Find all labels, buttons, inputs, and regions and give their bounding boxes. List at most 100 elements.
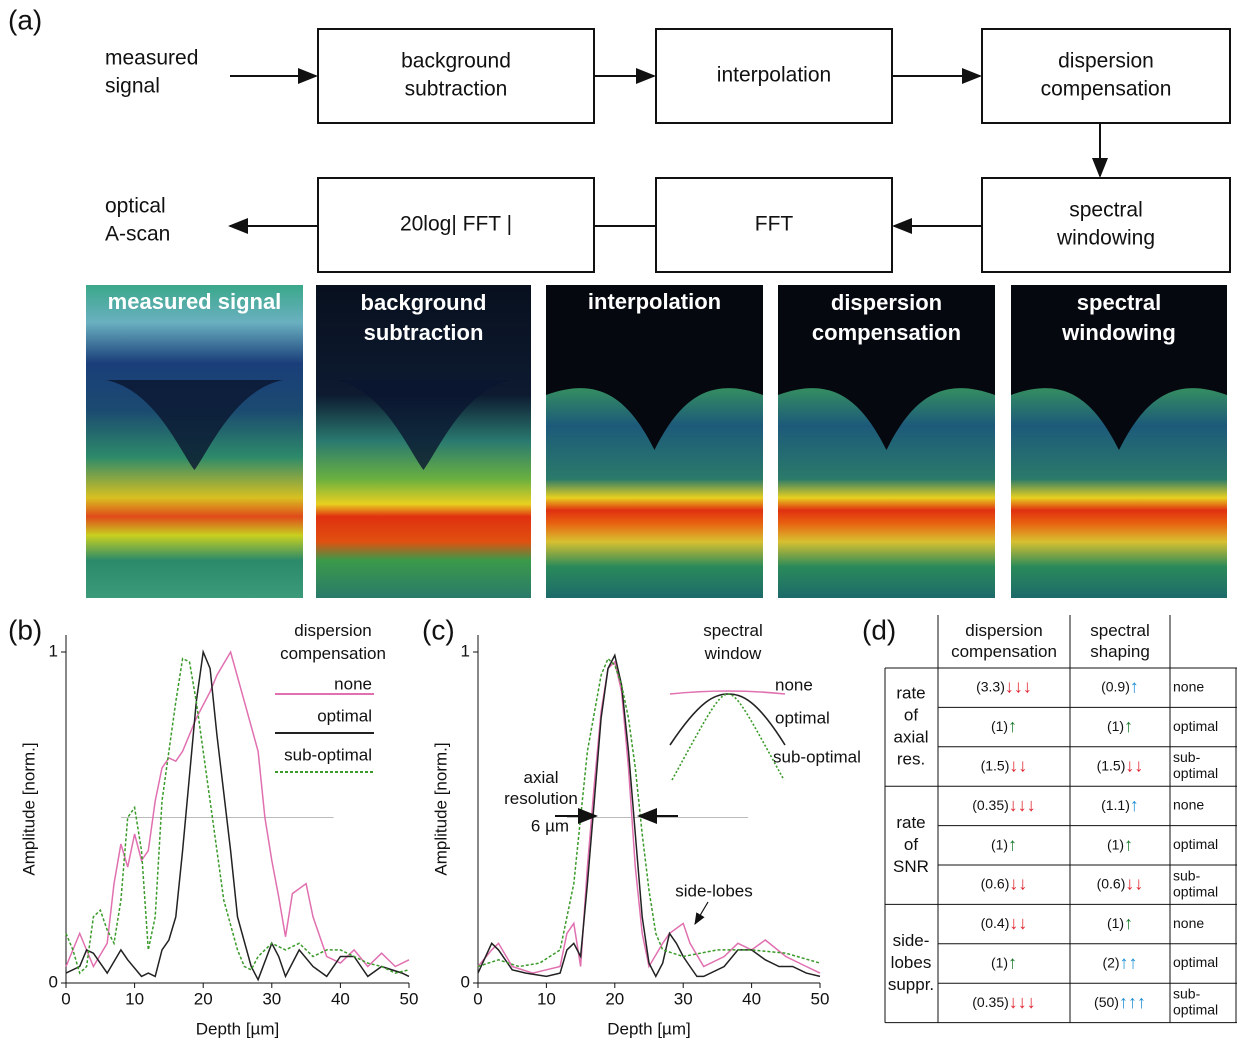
x-tick-label: 0 xyxy=(473,989,482,1008)
flow-label: background xyxy=(401,50,511,73)
panel-label: (a) xyxy=(8,4,42,35)
oct-label: background xyxy=(361,290,487,315)
table-cell: (0.9)↑ xyxy=(1101,676,1139,696)
cell-arrows: ↓↓ xyxy=(1125,755,1143,775)
y-tick-label: 0 xyxy=(49,972,58,991)
cell-value: (1.5) xyxy=(981,757,1010,773)
flow-box xyxy=(655,177,893,273)
oct-dark-v xyxy=(106,380,283,470)
annotation: side-lobes xyxy=(675,881,753,900)
x-tick-label: 10 xyxy=(125,989,144,1008)
row-label: none xyxy=(1173,915,1204,931)
table-cell: (0.4)↓↓ xyxy=(981,913,1028,933)
oct-image xyxy=(316,285,531,598)
flow-label: subtraction xyxy=(405,78,508,101)
y-tick-label: 1 xyxy=(49,641,58,660)
cell-value: (50) xyxy=(1094,994,1119,1010)
y-tick-label: 1 xyxy=(461,641,470,660)
panel-label: (d) xyxy=(862,614,896,645)
cell-value: (1) xyxy=(991,718,1008,734)
group-label: res. xyxy=(897,750,925,769)
legend-title: spectral xyxy=(703,621,763,640)
table-cell: (50)↑↑↑ xyxy=(1094,992,1146,1012)
x-tick-label: 20 xyxy=(194,989,213,1008)
cell-value: (1) xyxy=(991,954,1008,970)
oct-label: spectral xyxy=(1077,290,1161,315)
oct-image xyxy=(778,285,995,598)
row-label: none xyxy=(1173,678,1204,694)
flow-label: signal xyxy=(105,75,160,98)
x-axis-label: Depth [µm] xyxy=(607,1019,691,1038)
y-axis-label: Amplitude [norm.] xyxy=(431,742,450,875)
annotation: axial xyxy=(524,768,559,787)
flow-label: FFT xyxy=(755,213,794,236)
panel-label: (b) xyxy=(8,614,42,645)
table-cell: (1)↑ xyxy=(991,834,1017,854)
cell-value: (1) xyxy=(1107,836,1124,852)
oct-dark-v xyxy=(336,380,511,470)
legend-label: none xyxy=(334,674,372,693)
cell-arrows: ↓↓ xyxy=(1125,873,1143,893)
group-label: side- xyxy=(893,931,930,950)
group-label: rate xyxy=(896,813,925,832)
table-cell: (1.5)↓↓ xyxy=(1097,755,1144,775)
table-cell: (0.35)↓↓↓ xyxy=(972,795,1036,815)
table-cell: (1.1)↑ xyxy=(1101,795,1139,815)
oct-label: interpolation xyxy=(588,289,721,314)
cell-arrows: ↑ xyxy=(1124,716,1133,736)
flow-label: spectral xyxy=(1069,199,1143,222)
cell-value: (1.5) xyxy=(1097,757,1126,773)
row-label: optimal xyxy=(1173,954,1218,970)
legend-title: dispersion xyxy=(294,621,372,640)
cell-arrows: ↓↓ xyxy=(1009,913,1027,933)
oct-label: dispersion xyxy=(831,290,942,315)
legend-label: sub-optimal xyxy=(284,745,372,764)
row-label: sub- xyxy=(1173,749,1201,765)
flow-label: A-scan xyxy=(105,223,170,246)
oct-dome xyxy=(778,285,995,450)
cell-value: (1) xyxy=(991,836,1008,852)
annotation: resolution xyxy=(504,789,578,808)
flow-box xyxy=(317,177,595,273)
series-line xyxy=(65,650,410,969)
cell-value: (0.35) xyxy=(972,797,1009,813)
x-tick-label: 0 xyxy=(61,989,70,1008)
cell-arrows: ↓↓↓ xyxy=(1009,992,1036,1012)
cell-arrows: ↑ xyxy=(1008,716,1017,736)
x-tick-label: 50 xyxy=(400,989,419,1008)
row-label: optimal xyxy=(1173,883,1218,899)
group-label: suppr. xyxy=(888,975,934,994)
flow-label: compensation xyxy=(1041,78,1172,101)
flow-label: dispersion xyxy=(1058,50,1154,73)
cell-arrows: ↑ xyxy=(1130,795,1139,815)
cell-value: (0.35) xyxy=(972,994,1009,1010)
group-label: of xyxy=(904,706,918,725)
group-label: SNR xyxy=(893,857,929,876)
cell-arrows: ↑↑ xyxy=(1120,952,1138,972)
oct-label: windowing xyxy=(1061,320,1176,345)
oct-image xyxy=(1011,285,1227,598)
row-label: optimal xyxy=(1173,718,1218,734)
x-tick-label: 40 xyxy=(331,989,350,1008)
cell-arrows: ↓↓↓ xyxy=(1005,676,1032,696)
table-cell: (1.5)↓↓ xyxy=(981,755,1028,775)
flow-box xyxy=(655,28,893,124)
cell-value: (0.6) xyxy=(981,875,1010,891)
cell-value: (0.6) xyxy=(1097,875,1126,891)
cell-arrows: ↑↑↑ xyxy=(1119,992,1146,1012)
cell-value: (0.9) xyxy=(1101,678,1130,694)
legend-label: none xyxy=(775,675,813,694)
flow-label: 20log| FFT | xyxy=(400,213,512,236)
flow-label: windowing xyxy=(1056,227,1155,250)
annotation: 6 µm xyxy=(531,816,569,835)
flow-label: interpolation xyxy=(717,64,831,87)
table-cell: (1)↑ xyxy=(1107,716,1133,736)
panel-label: (c) xyxy=(422,614,455,645)
cell-arrows: ↑ xyxy=(1124,834,1133,854)
oct-label: subtraction xyxy=(364,320,484,345)
legend-title: window xyxy=(704,644,762,663)
flow-label: optical xyxy=(105,195,166,218)
cell-arrows: ↑ xyxy=(1008,952,1017,972)
legend-label: optimal xyxy=(317,706,372,725)
